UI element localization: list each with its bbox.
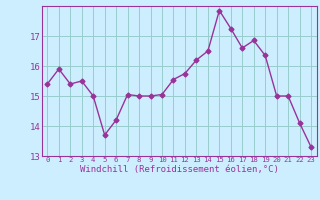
X-axis label: Windchill (Refroidissement éolien,°C): Windchill (Refroidissement éolien,°C) (80, 165, 279, 174)
